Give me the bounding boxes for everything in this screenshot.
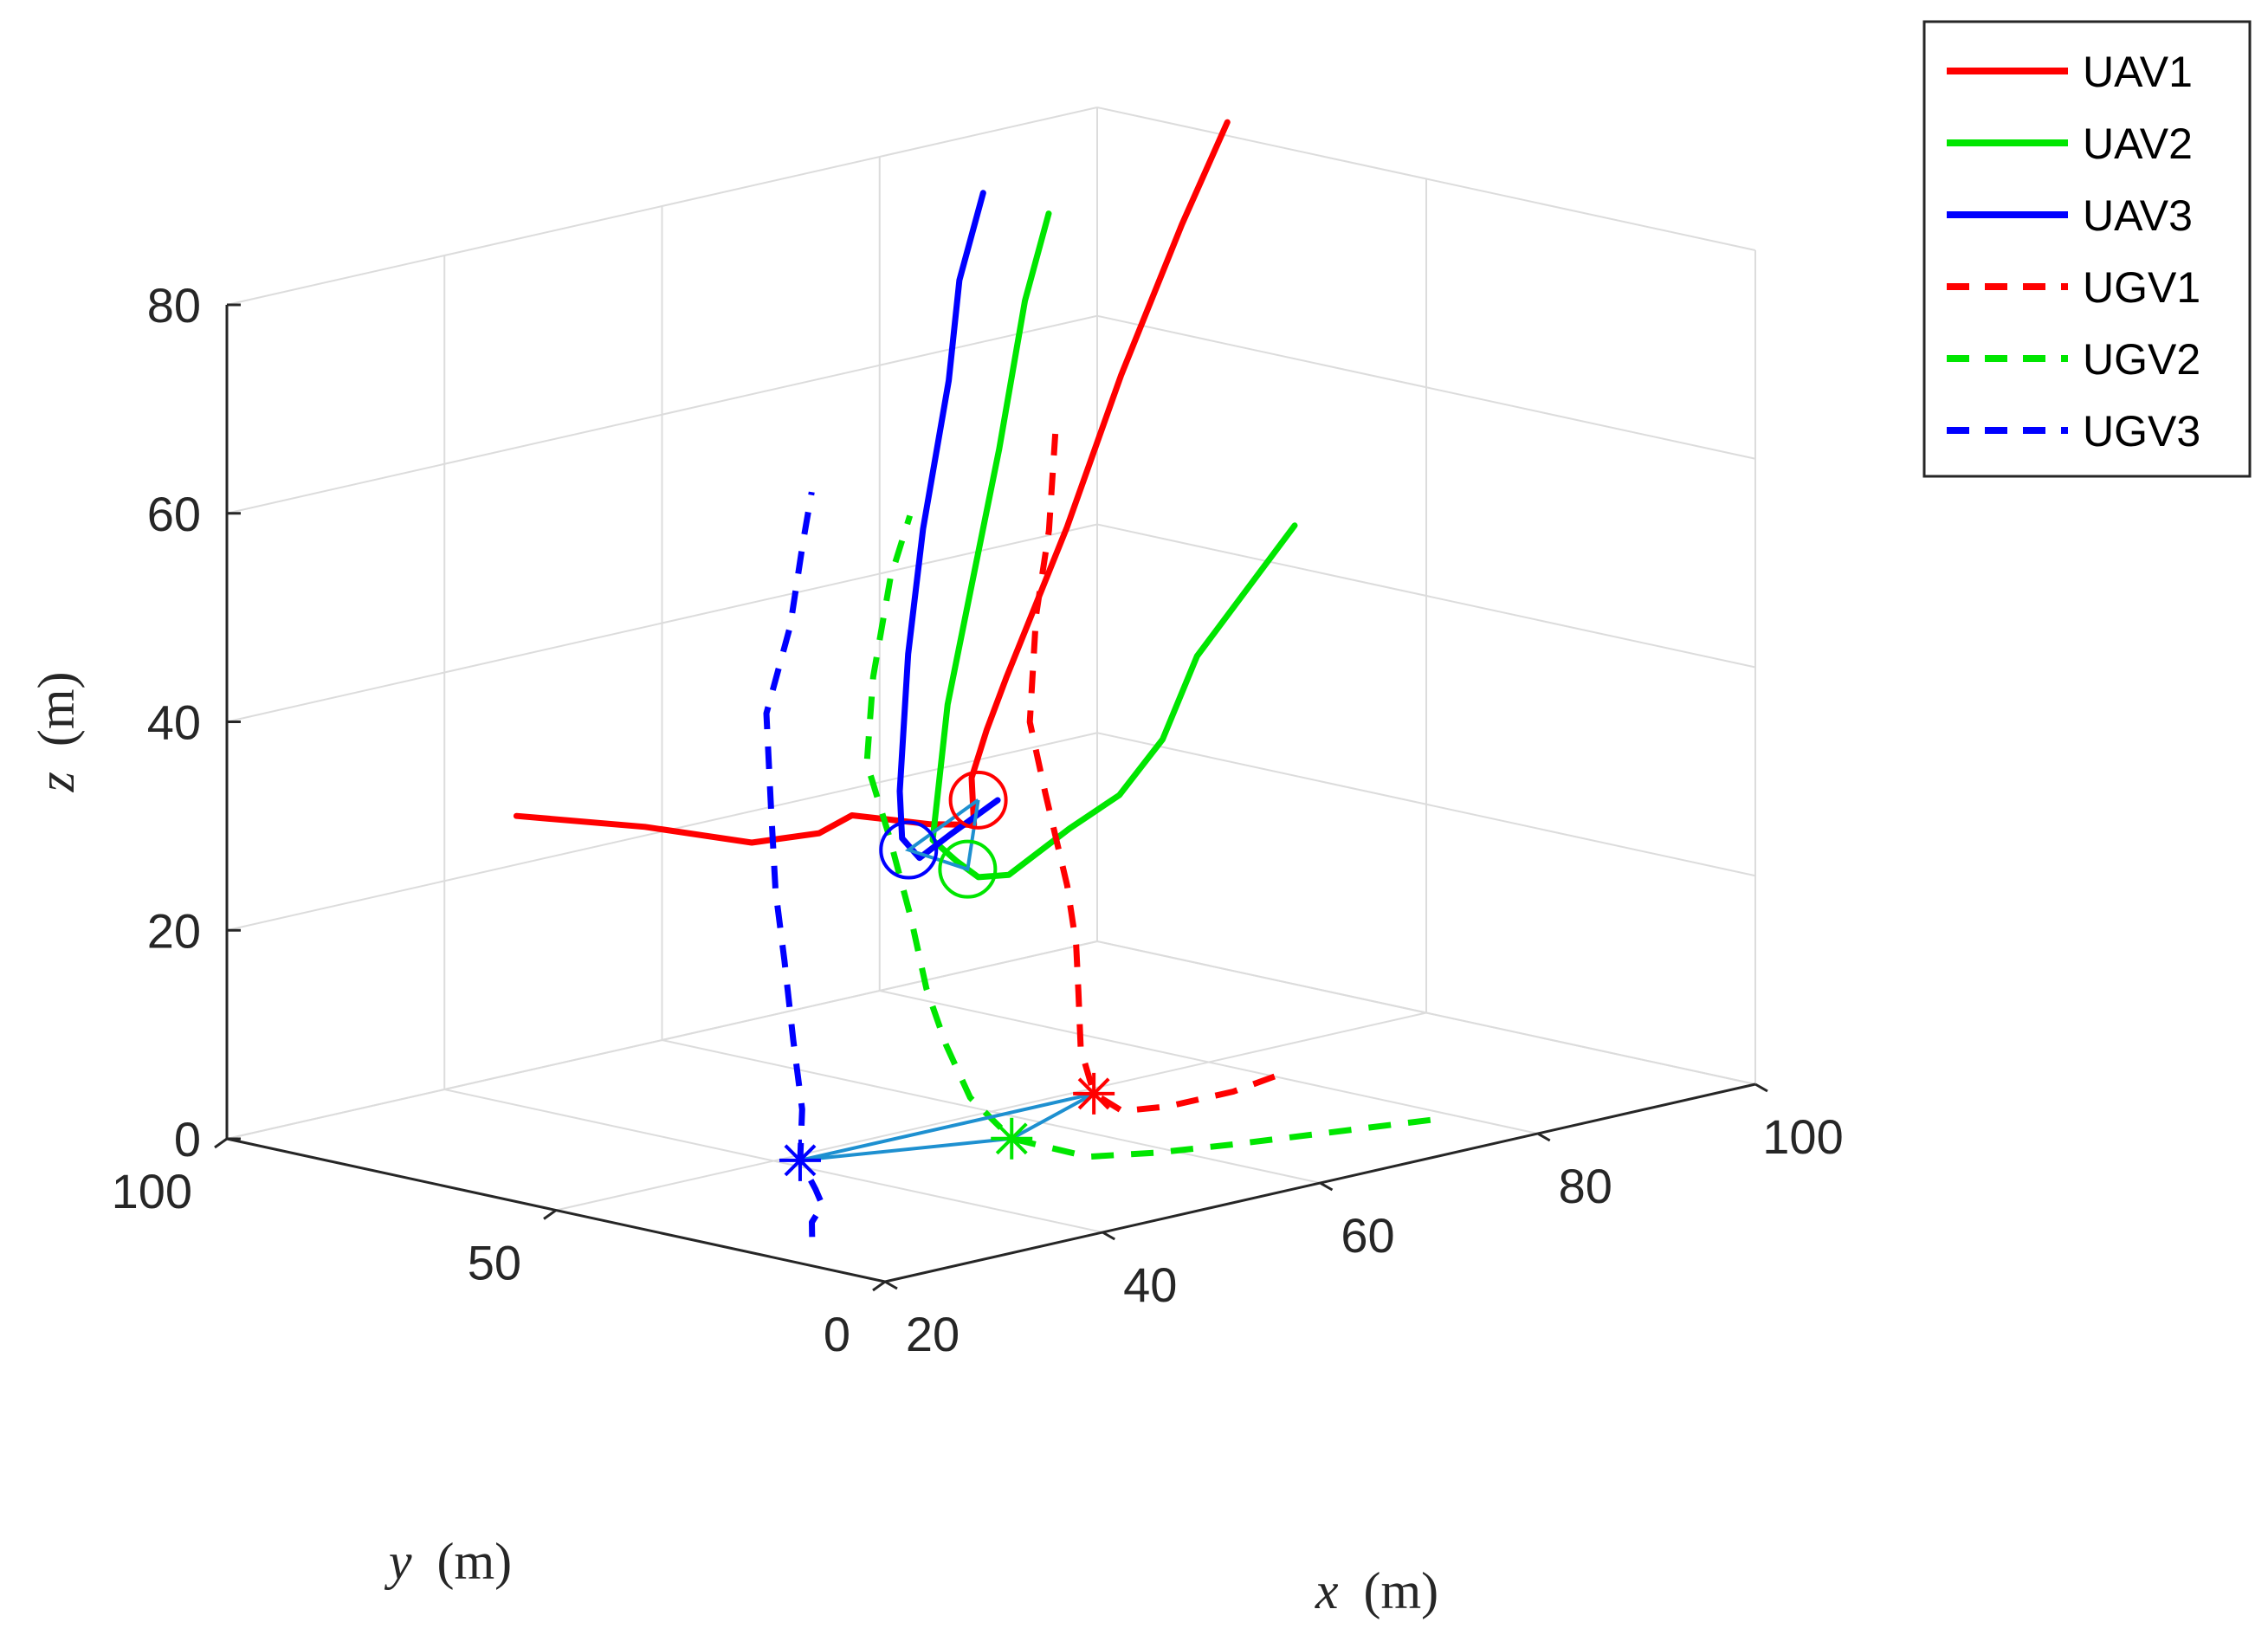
uav1-final-circle-marker bbox=[948, 770, 1008, 830]
markers bbox=[779, 770, 1115, 1181]
y-tick-mark bbox=[214, 1137, 228, 1149]
ugv-formation bbox=[799, 1091, 1095, 1162]
legend-box bbox=[1922, 20, 2252, 478]
x-tick-mark bbox=[1754, 1083, 1768, 1093]
grid-line bbox=[226, 940, 1098, 1140]
z-tick-label: 0 bbox=[174, 1112, 201, 1167]
x-tick-mark bbox=[1319, 1181, 1334, 1192]
grid-line bbox=[226, 107, 1098, 306]
y-tick-label: 100 bbox=[112, 1164, 192, 1218]
formation-links bbox=[799, 798, 1095, 1162]
y-axis-label: y (m) bbox=[384, 1533, 512, 1590]
series-ugv3 bbox=[763, 491, 826, 1238]
y-tick-mark bbox=[872, 1280, 886, 1292]
x-axis-label: x (m) bbox=[1315, 1562, 1438, 1619]
grid-line bbox=[555, 1011, 1427, 1212]
grid-line bbox=[1096, 314, 1756, 460]
x-tick-mark bbox=[1537, 1132, 1551, 1142]
series-ugv2 bbox=[863, 514, 1431, 1160]
star-stroke bbox=[995, 1122, 1028, 1155]
ugv2-final-star-marker bbox=[991, 1117, 1033, 1160]
star-stroke bbox=[784, 1144, 817, 1177]
axes bbox=[214, 303, 1768, 1292]
z-tick-label: 60 bbox=[147, 487, 201, 541]
x-tick-mark bbox=[884, 1280, 898, 1290]
x-tick-label: 80 bbox=[1559, 1159, 1612, 1213]
grid-line bbox=[1096, 107, 1756, 251]
star-stroke bbox=[1077, 1077, 1110, 1110]
legend-label-uav1: UAV1 bbox=[2083, 48, 2193, 96]
grid-line bbox=[1096, 732, 1756, 877]
y-tick-label: 50 bbox=[468, 1236, 521, 1290]
x-tick-label: 100 bbox=[1762, 1109, 1843, 1164]
series-uav1 bbox=[513, 119, 1231, 846]
x-tick-label: 60 bbox=[1341, 1208, 1394, 1263]
x-tick-label: 40 bbox=[1123, 1257, 1177, 1312]
z-tick-label: 80 bbox=[147, 278, 201, 333]
series-ugv1 bbox=[1026, 433, 1276, 1115]
series-group bbox=[513, 119, 1431, 1238]
series-uav2 bbox=[929, 210, 1298, 881]
x-tick-label: 20 bbox=[906, 1307, 960, 1361]
z-tick-label: 40 bbox=[147, 695, 201, 750]
grid-line bbox=[1096, 523, 1756, 669]
y-tick-label: 0 bbox=[824, 1307, 850, 1361]
ugv1-final-star-marker bbox=[1073, 1072, 1115, 1115]
uav2-final-circle-marker bbox=[938, 839, 998, 899]
grid bbox=[226, 107, 1756, 1283]
ugv3-final-star-marker bbox=[779, 1139, 821, 1181]
grid-line bbox=[226, 523, 1098, 723]
z-tick-label: 20 bbox=[147, 903, 201, 958]
x-tick-mark bbox=[1102, 1231, 1115, 1241]
legend-label-uav2: UAV2 bbox=[2083, 120, 2193, 168]
legend-label-ugv2: UGV2 bbox=[2083, 335, 2200, 384]
y-tick-mark bbox=[543, 1209, 557, 1220]
legend-label-ugv1: UGV1 bbox=[2083, 263, 2200, 312]
legend: UAV1 UAV2 UAV3 UGV1 UGV2 UGV3 bbox=[1922, 20, 2252, 478]
grid-line bbox=[1096, 940, 1756, 1085]
legend-label-uav3: UAV3 bbox=[2083, 191, 2193, 240]
z-axis-label: z (m) bbox=[28, 672, 85, 793]
uav3-final-circle-marker bbox=[879, 820, 939, 880]
legend-label-ugv3: UGV3 bbox=[2083, 407, 2200, 456]
uav-formation bbox=[904, 798, 980, 872]
